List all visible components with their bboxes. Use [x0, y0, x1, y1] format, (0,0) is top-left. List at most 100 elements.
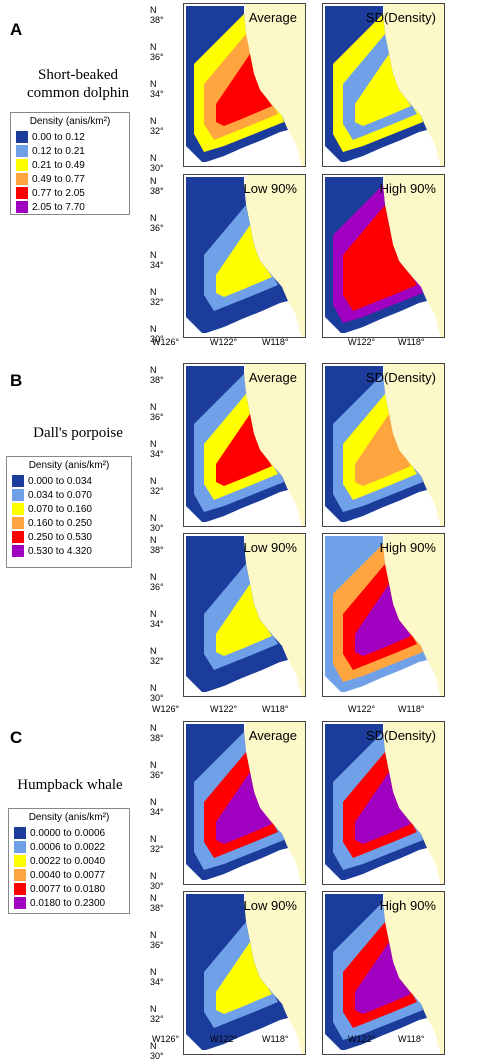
land-area: [244, 4, 305, 166]
latitude-tick-label: N 30°: [150, 1041, 164, 1061]
longitude-tick-label: W122°: [210, 1034, 238, 1044]
latitude-tick-label: N 36°: [150, 760, 164, 780]
map-title: Average: [248, 10, 297, 25]
legend-label: 0.0180 to 0.2300: [30, 897, 106, 909]
map-title: SD(Density): [365, 10, 436, 25]
legend-swatch: [12, 517, 24, 529]
legend-label: 0.530 to 4.320: [28, 545, 92, 557]
map-svg: [184, 175, 305, 337]
legend-row: 0.530 to 4.320: [12, 544, 131, 558]
legend-title: Density (anis/km²): [29, 116, 111, 127]
map-title: SD(Density): [365, 370, 436, 385]
legend-swatch: [14, 841, 26, 853]
map-svg: [184, 534, 305, 696]
legend-label: 0.77 to 2.05: [32, 187, 85, 199]
legend-row: 0.0040 to 0.0077: [14, 868, 129, 882]
map-title: High 90%: [379, 898, 436, 913]
legend-label: 0.21 to 0.49: [32, 159, 85, 171]
map-svg: [184, 364, 305, 526]
legend-label: 0.49 to 0.77: [32, 173, 85, 185]
map-title: Low 90%: [243, 540, 297, 555]
latitude-tick-label: N 30°: [150, 324, 164, 344]
species-label-a: Short-beaked common dolphin: [18, 66, 138, 102]
latitude-tick-label: N 30°: [150, 871, 164, 891]
density-map: SD(Density): [322, 3, 445, 167]
map-svg: [184, 722, 305, 884]
legend-row: 0.160 to 0.250: [12, 516, 131, 530]
longitude-tick-label: W118°: [398, 1034, 425, 1044]
latitude-tick-label: N 30°: [150, 683, 164, 703]
legend-c: Density (anis/km²) 0.0000 to 0.0006 0.000…: [8, 808, 130, 914]
legend-label: 0.070 to 0.160: [28, 503, 92, 515]
legend-row: 0.49 to 0.77: [16, 172, 129, 186]
map-svg: [323, 534, 444, 696]
latitude-tick-label: N 32°: [150, 1004, 164, 1024]
legend-swatch: [14, 855, 26, 867]
latitude-tick-label: N 36°: [150, 930, 164, 950]
legend-row: 0.12 to 0.21: [16, 144, 129, 158]
panel-letter-c: C: [10, 728, 23, 747]
legend-swatch: [12, 489, 24, 501]
legend-swatch: [12, 545, 24, 557]
map-svg: [323, 892, 444, 1054]
longitude-tick-label: W118°: [262, 704, 289, 714]
legend-row: 0.21 to 0.49: [16, 158, 129, 172]
legend-swatch: [12, 531, 24, 543]
legend-label: 0.12 to 0.21: [32, 145, 85, 157]
density-map: Low 90%: [183, 533, 306, 697]
latitude-tick-label: N 32°: [150, 287, 164, 307]
longitude-tick-label: W118°: [262, 337, 289, 347]
density-zone: [355, 54, 411, 126]
density-zone: [216, 225, 272, 297]
map-svg: [184, 892, 305, 1054]
legend-label: 0.000 to 0.034: [28, 475, 92, 487]
latitude-tick-label: N 36°: [150, 42, 164, 62]
panel-letter-a: A: [10, 20, 23, 39]
latitude-tick-label: N 34°: [150, 439, 164, 459]
species-line: Short-beaked: [38, 67, 118, 83]
legend-b: Density (anis/km²) 0.000 to 0.034 0.034 t…: [6, 456, 132, 568]
latitude-tick-label: N 30°: [150, 153, 164, 173]
legend-swatch: [14, 883, 26, 895]
latitude-tick-label: N 34°: [150, 609, 164, 629]
legend-swatch: [16, 201, 28, 213]
species-label-b: Dall's porpoise: [18, 424, 138, 442]
legend-label: 0.0006 to 0.0022: [30, 841, 106, 853]
latitude-tick-label: N 34°: [150, 250, 164, 270]
density-map: Low 90%: [183, 174, 306, 338]
density-zone: [216, 584, 272, 656]
latitude-tick-label: N 38°: [150, 535, 164, 555]
longitude-tick-label: W122°: [348, 1034, 376, 1044]
latitude-tick-label: N 34°: [150, 967, 164, 987]
longitude-tick-label: W126°: [152, 704, 180, 714]
legend-title: Density (anis/km²): [28, 460, 110, 471]
latitude-tick-label: N 38°: [150, 723, 164, 743]
latitude-tick-label: N 38°: [150, 176, 164, 196]
longitude-tick-label: W118°: [262, 1034, 289, 1044]
legend-label: 0.160 to 0.250: [28, 517, 92, 529]
density-zone: [355, 414, 411, 486]
density-map: Low 90%: [183, 891, 306, 1055]
species-line: common dolphin: [26, 85, 130, 101]
map-title: Average: [248, 728, 297, 743]
latitude-tick-label: N 30°: [150, 513, 164, 533]
map-title: High 90%: [379, 181, 436, 196]
map-title: Low 90%: [243, 898, 297, 913]
map-title: Low 90%: [243, 181, 297, 196]
legend-swatch: [16, 187, 28, 199]
map-title: High 90%: [379, 540, 436, 555]
map-svg: [323, 175, 444, 337]
longitude-tick-label: W118°: [398, 704, 425, 714]
legend-label: 0.0077 to 0.0180: [30, 883, 106, 895]
legend-row: 0.000 to 0.034: [12, 474, 131, 488]
longitude-tick-label: W126°: [152, 1034, 180, 1044]
legend-row: 2.05 to 7.70: [16, 200, 129, 214]
density-zone: [216, 942, 272, 1014]
density-zone: [355, 225, 411, 297]
latitude-tick-label: N 32°: [150, 116, 164, 136]
land-area: [383, 722, 444, 884]
longitude-tick-label: W122°: [210, 337, 238, 347]
map-title: SD(Density): [365, 728, 436, 743]
latitude-tick-label: N 36°: [150, 402, 164, 422]
legend-row: 0.0000 to 0.0006: [14, 826, 129, 840]
